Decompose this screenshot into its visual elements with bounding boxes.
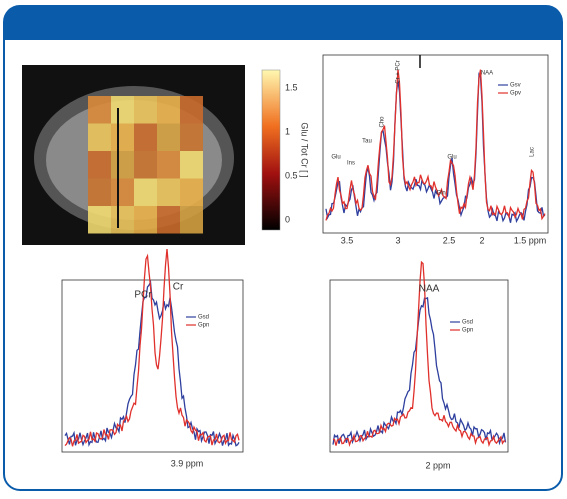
x-tick-label: 2.5 [443, 235, 456, 245]
voxel [134, 179, 157, 207]
peak-label: Glu [331, 155, 340, 161]
legend-entry: Gpv [510, 91, 521, 97]
legend-entry: Gsd [198, 315, 209, 321]
legend-entry: Gsd [462, 320, 473, 326]
voxel [88, 179, 111, 207]
voxel [157, 124, 180, 152]
header-bar [4, 6, 562, 40]
peak-label: Lac [530, 147, 536, 157]
colorbar-tick: 1.5 [285, 82, 298, 92]
voxel [111, 124, 134, 152]
peak-label: Glu [447, 155, 456, 161]
x-tick-label: 1.5 ppm [514, 235, 547, 245]
voxel [111, 151, 134, 179]
x-axis-label: 3.9 ppm [171, 458, 204, 468]
voxel [111, 96, 134, 124]
voxel [88, 151, 111, 179]
peak-label: NAA [481, 71, 493, 77]
colorbar-tick: 1 [285, 126, 290, 136]
legend-entry: Gpn [462, 328, 473, 334]
legend-entry: Gpn [198, 323, 209, 329]
colorbar-tick: 0.5 [285, 170, 298, 180]
colorbar-label: Glu / Tot Cr [ ] [300, 122, 310, 177]
voxel [111, 179, 134, 207]
peak-label: NAA [419, 284, 440, 295]
voxel [88, 124, 111, 152]
voxel [180, 96, 203, 124]
voxel [180, 124, 203, 152]
legend-entry: Gsv [510, 83, 521, 89]
voxel [180, 179, 203, 207]
voxel [157, 206, 180, 234]
voxel [180, 151, 203, 179]
peak-label: Cr [173, 282, 184, 293]
x-tick-label: 3.5 [341, 235, 354, 245]
colorbar [262, 70, 280, 230]
voxel [134, 96, 157, 124]
voxel [134, 124, 157, 152]
voxel [157, 151, 180, 179]
peak-label: Tau [362, 139, 372, 145]
voxel [134, 206, 157, 234]
x-axis-label: 2 ppm [425, 460, 450, 470]
colorbar-tick: 0 [285, 214, 290, 224]
x-tick-label: 2 [479, 235, 484, 245]
voxel [180, 206, 203, 234]
peak-label: Ins [347, 161, 355, 167]
voxel [88, 96, 111, 124]
peak-label: PCr [134, 290, 152, 301]
peak-label: Cr + PCr [396, 60, 402, 84]
voxel [134, 151, 157, 179]
peak-label: Cho [380, 116, 386, 128]
voxel [157, 179, 180, 207]
voxel [157, 96, 180, 124]
mri-image [22, 65, 245, 245]
voxel [111, 206, 134, 234]
x-tick-label: 3 [395, 235, 400, 245]
voxel [88, 206, 111, 234]
peak-label: Gln [436, 191, 445, 197]
figure: 1.5 1 0.5 0 Glu / Tot Cr [ ] Glu Ins Tau… [0, 0, 567, 494]
